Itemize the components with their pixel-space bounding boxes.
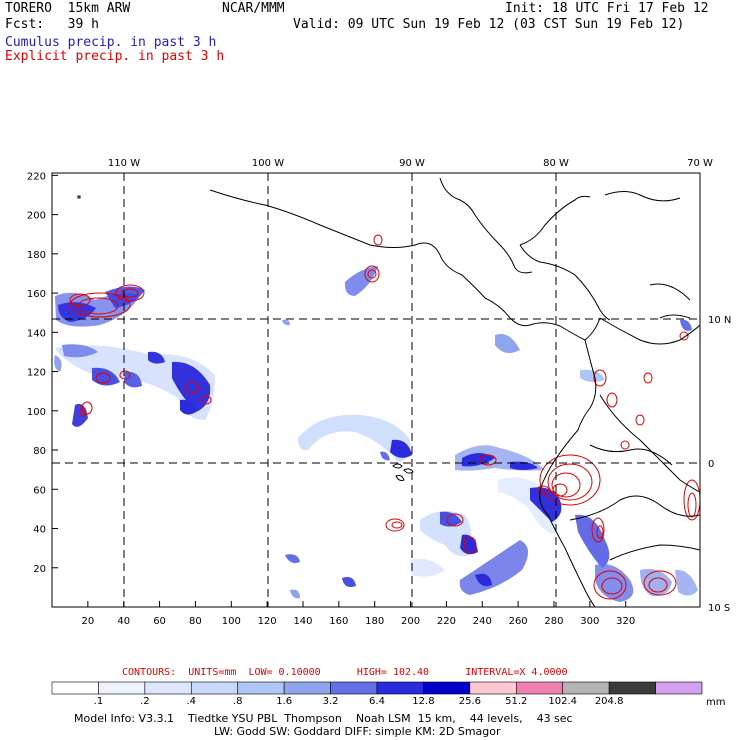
explicit-field-label: Explicit precip. in past 3 h [5, 49, 225, 64]
x-tick-label: 40 [117, 616, 130, 627]
colorbar-units: mm [706, 697, 726, 708]
lon-label-110w: 110 W [108, 158, 140, 169]
colorbar-label: .2 [140, 696, 150, 707]
y-tick-label: 100 [27, 407, 46, 418]
lat-label-10s: 10 S [708, 603, 730, 614]
x-tick-label: 140 [293, 616, 312, 627]
colorbar-label: 102.4 [548, 696, 578, 707]
colorbar-swatch [423, 681, 471, 695]
x-tick-label: 60 [153, 616, 166, 627]
colorbar-label: 51.2 [505, 696, 528, 707]
explicit-precip-contours [69, 234, 700, 600]
axis-ticks [52, 174, 627, 607]
x-tick-label: 260 [509, 616, 528, 627]
colorbar-label: 3.2 [322, 696, 339, 707]
colorbar-label: 25.6 [458, 696, 481, 707]
colorbar-swatch [515, 681, 564, 695]
x-tick-label: 300 [580, 616, 599, 627]
x-tick-label: 160 [329, 616, 348, 627]
colorbar-swatch [283, 681, 331, 695]
y-tick-label: 40 [33, 525, 46, 536]
y-tick-label: 60 [33, 485, 46, 496]
y-grid-index-labels: 20 40 60 80 100 120 140 160 180 200 220 [27, 171, 46, 574]
colorbar-swatch [608, 681, 656, 695]
y-tick-label: 180 [27, 250, 46, 261]
colorbar-swatch [237, 681, 285, 695]
y-tick-label: 20 [33, 564, 46, 575]
colorbar-label: .4 [186, 696, 197, 707]
y-tick-label: 220 [27, 171, 46, 182]
y-tick-label: 200 [27, 211, 46, 222]
colorbar-swatch [51, 681, 99, 695]
colorbar-swatch [330, 681, 378, 695]
colorbar-swatch [376, 681, 424, 695]
right-latitude-labels: 10 N 0 10 S [708, 315, 731, 614]
x-tick-label: 180 [365, 616, 384, 627]
colorbar-swatch [562, 681, 610, 695]
init-time: Init: 18 UTC Fri 17 Feb 12 [505, 1, 709, 16]
y-tick-label: 80 [33, 446, 46, 457]
lon-label-100w: 100 W [252, 158, 284, 169]
forecast-hour: Fcst: 39 h [5, 17, 99, 32]
x-tick-label: 220 [437, 616, 456, 627]
colorbar-label: .1 [93, 696, 104, 707]
lon-label-80w: 80 W [543, 158, 569, 169]
lat-label-0: 0 [708, 459, 714, 470]
x-tick-label: 280 [544, 616, 563, 627]
y-tick-label: 120 [27, 368, 46, 379]
y-tick-label: 160 [27, 289, 46, 300]
x-grid-index-labels: 20 40 60 80 100 120 140 160 180 200 220 … [81, 616, 635, 627]
coastlines [77, 177, 700, 607]
latlon-grid [52, 173, 700, 607]
colorbar-label: 6.4 [369, 696, 385, 707]
lon-label-90w: 90 W [399, 158, 425, 169]
colorbar-label: 12.8 [412, 696, 435, 707]
model-info-line2: LW: Godd SW: Goddard DIFF: simple KM: 2D… [214, 725, 501, 738]
colorbar-label: 1.6 [276, 696, 293, 707]
colorbar-swatch [144, 681, 192, 695]
colorbar [51, 681, 703, 695]
colorbar-swatch [469, 681, 517, 695]
model-info-line1: Model Info: V3.3.1 Tiedtke YSU PBL Thomp… [74, 712, 573, 725]
x-tick-label: 120 [258, 616, 277, 627]
colorbar-label: .8 [232, 696, 243, 707]
x-tick-label: 100 [222, 616, 241, 627]
top-longitude-labels: 110 W 100 W 90 W 80 W 70 W [108, 158, 713, 169]
lon-label-70w: 70 W [687, 158, 713, 169]
colorbar-label: 204.8 [594, 696, 624, 707]
map-frame [51, 172, 701, 608]
lat-label-10n: 10 N [708, 315, 731, 326]
cumulus-precip-shading [54, 266, 698, 602]
center-name: NCAR/MMM [222, 1, 285, 16]
valid-time: Valid: 09 UTC Sun 19 Feb 12 (03 CST Sun … [293, 17, 685, 32]
colorbar-swatch [190, 681, 239, 695]
contour-info: CONTOURS: UNITS=mm LOW= 0.10000 HIGH= 10… [122, 667, 568, 678]
model-name: TORERO 15km ARW [5, 1, 131, 16]
x-tick-label: 200 [401, 616, 420, 627]
x-tick-label: 320 [616, 616, 635, 627]
colorbar-swatch [655, 681, 703, 695]
x-tick-label: 80 [189, 616, 202, 627]
colorbar-swatch [98, 681, 146, 695]
cumulus-field-label: Cumulus precip. in past 3 h [5, 35, 217, 50]
y-tick-label: 140 [27, 328, 46, 339]
x-tick-label: 240 [473, 616, 492, 627]
x-tick-label: 20 [81, 616, 94, 627]
